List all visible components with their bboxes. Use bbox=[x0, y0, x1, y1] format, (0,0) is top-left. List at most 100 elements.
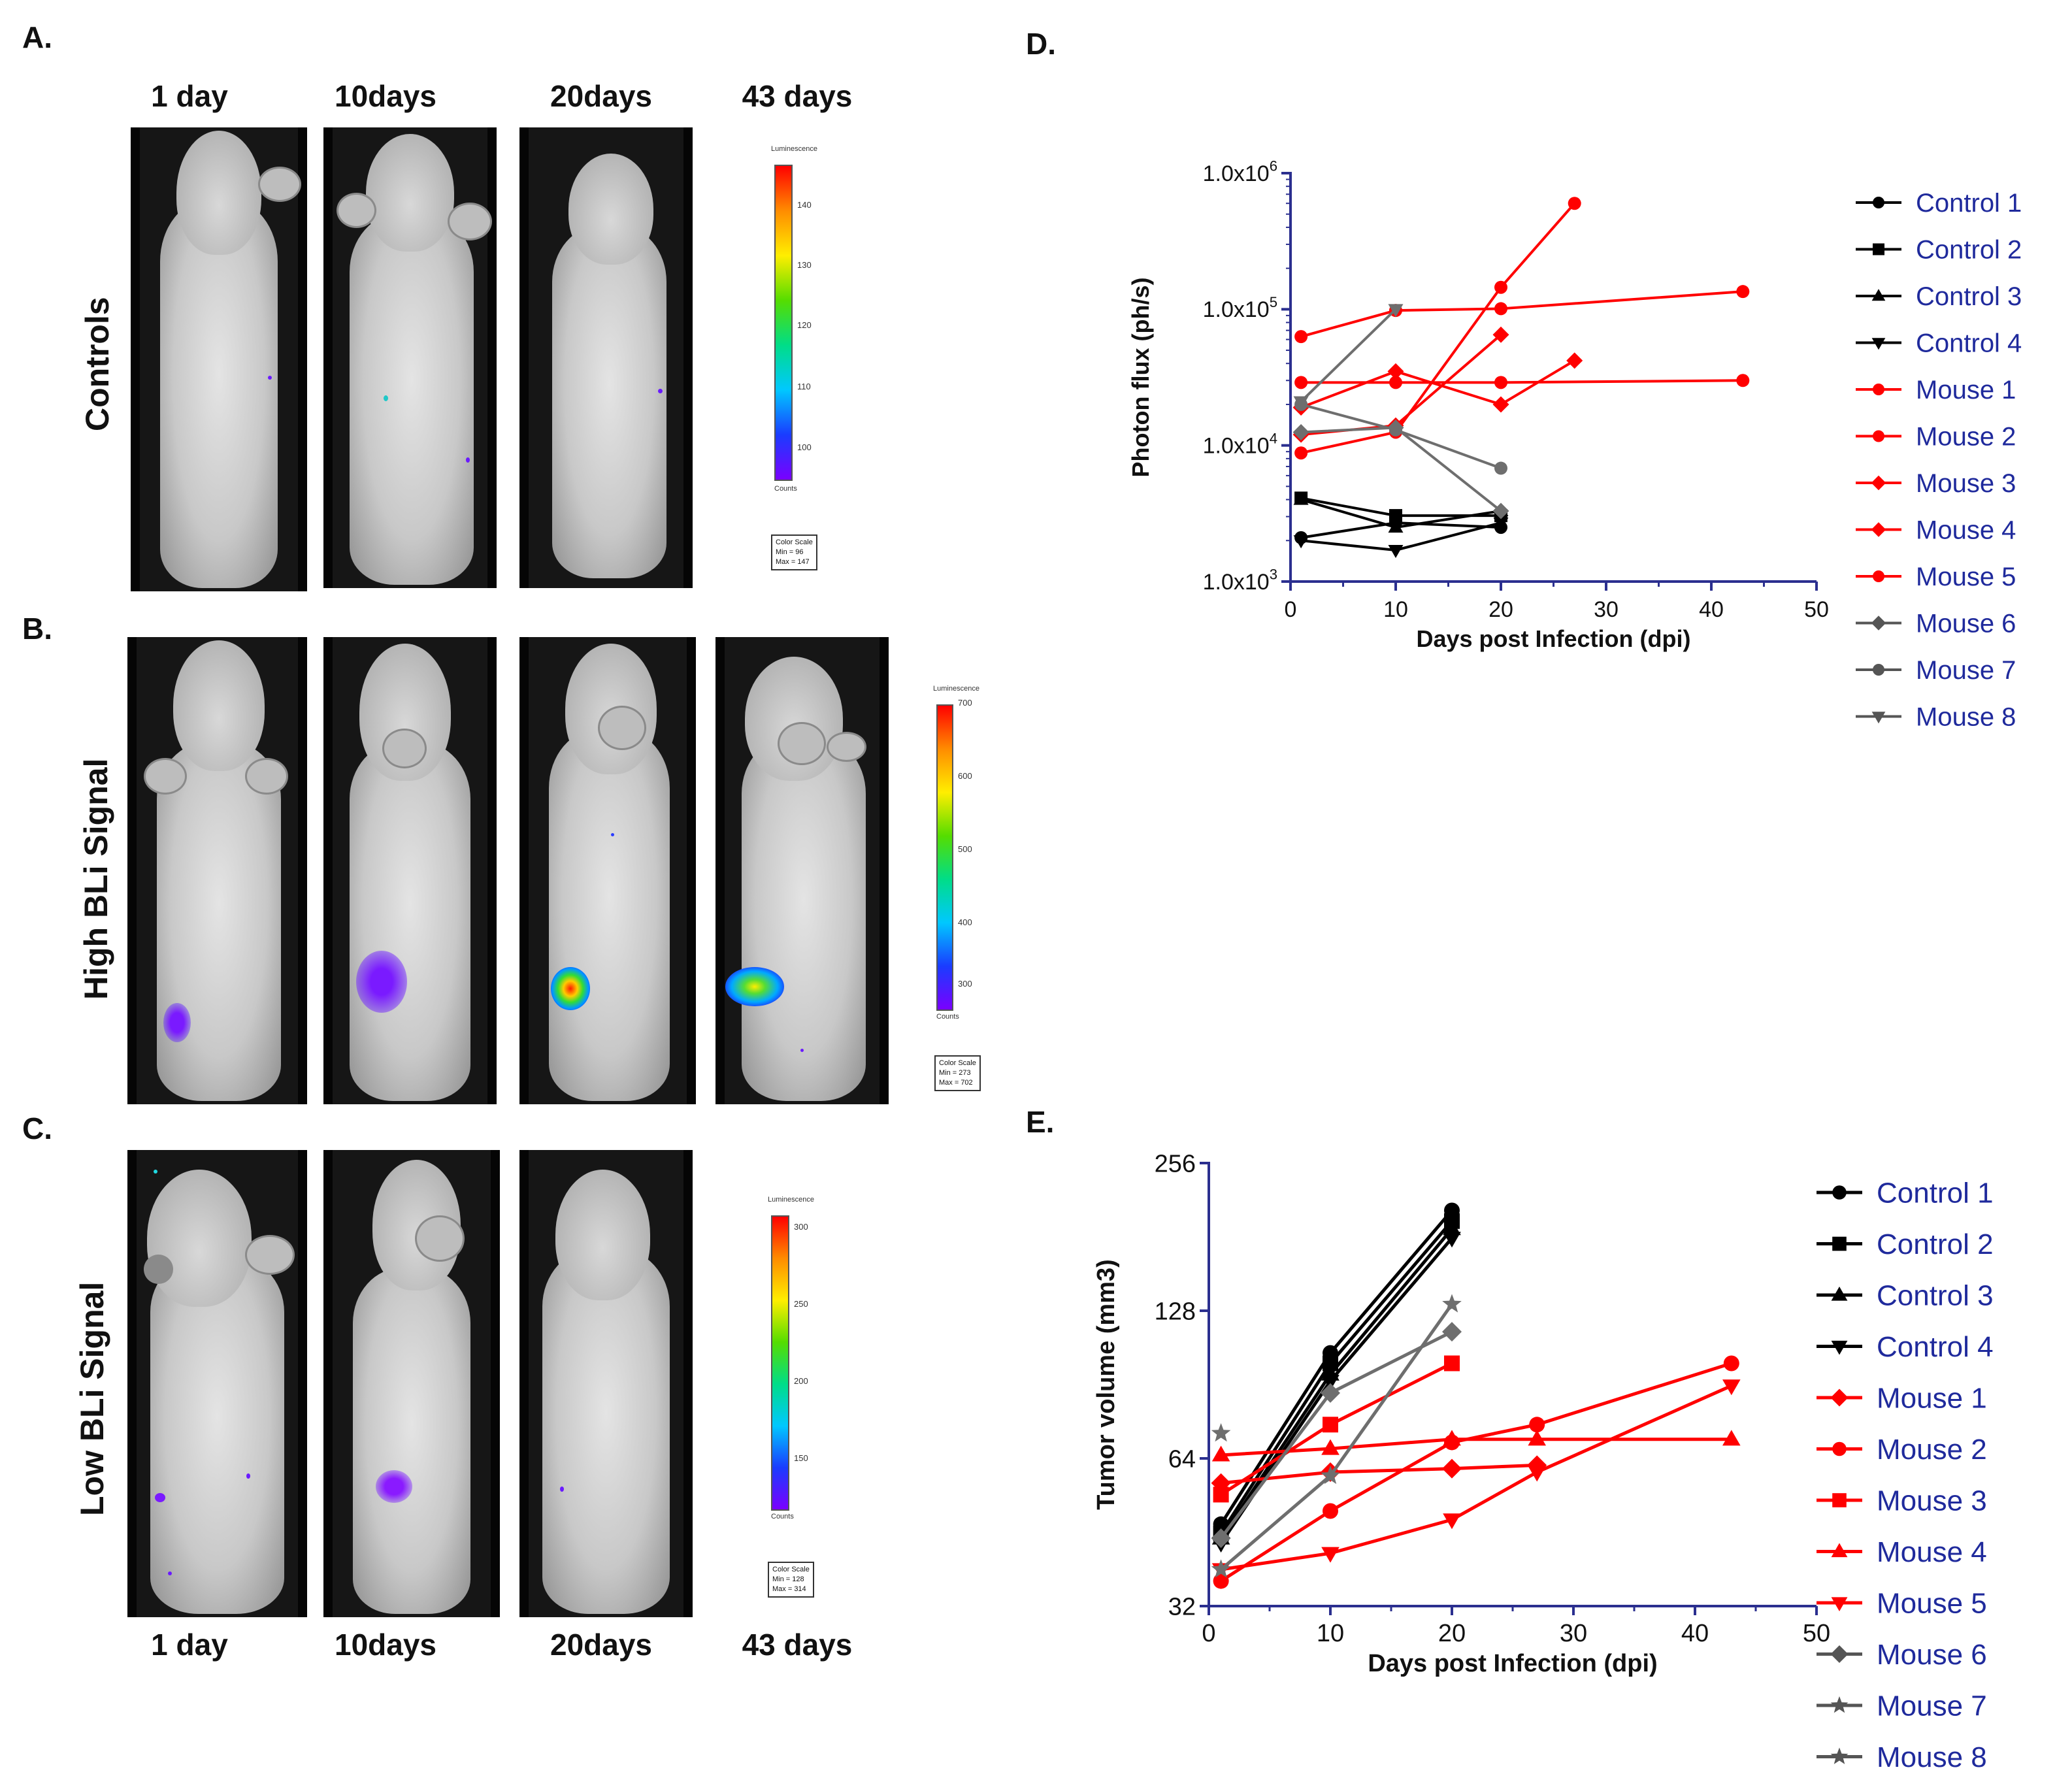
data-point-mouse-3 bbox=[1566, 352, 1583, 369]
colorbar-a-title: Luminescence bbox=[771, 145, 817, 153]
legend-item-control-1: Control 1 bbox=[1856, 189, 2022, 218]
legend-label: Mouse 2 bbox=[1916, 423, 2016, 452]
legend-marker bbox=[1873, 430, 1884, 442]
colorbar-b-tick: 700 bbox=[958, 698, 972, 708]
series-line-mouse-1 bbox=[1221, 1463, 1538, 1485]
series-line-mouse-3 bbox=[1300, 359, 1575, 409]
colorbar-b-units: Counts bbox=[936, 1013, 959, 1021]
data-point-mouse-7 bbox=[1321, 1465, 1340, 1485]
legend-label: Mouse 4 bbox=[1877, 1536, 1987, 1568]
time-label-bottom-20-days: 20days bbox=[550, 1628, 652, 1662]
legend-label: Mouse 3 bbox=[1916, 469, 2016, 498]
x-tick-label: 20 bbox=[1438, 1620, 1466, 1647]
x-tick-label: 10 bbox=[1317, 1620, 1344, 1647]
panel-b-label: B. bbox=[22, 612, 52, 646]
series-mouse-6 bbox=[1211, 1322, 1462, 1549]
legend-label: Mouse 2 bbox=[1877, 1434, 1987, 1466]
legend-label: Mouse 7 bbox=[1877, 1690, 1987, 1722]
x-axis-label: Days post Infection (dpi) bbox=[1368, 1650, 1657, 1677]
data-point-mouse-3 bbox=[1323, 1417, 1338, 1433]
legend-item-mouse-8: Mouse 8 bbox=[1817, 1741, 1987, 1773]
series-mouse-7 bbox=[1211, 1294, 1462, 1578]
legend-label: Mouse 5 bbox=[1877, 1587, 1987, 1619]
data-point-control-4 bbox=[1388, 544, 1404, 558]
row-label-low-bli: Low BLi Signal bbox=[74, 1281, 110, 1516]
data-point-control-4 bbox=[1293, 535, 1309, 549]
data-point-mouse-2 bbox=[1723, 1355, 1739, 1372]
legend-label: Mouse 4 bbox=[1916, 516, 2016, 545]
colorbar-c-units: Counts bbox=[771, 1513, 794, 1520]
data-point-mouse-7 bbox=[1494, 461, 1507, 475]
x-tick-label: 40 bbox=[1699, 597, 1724, 622]
image-high-day-1 bbox=[127, 637, 307, 1104]
panel-a-label: A. bbox=[22, 20, 52, 54]
data-point-mouse-6 bbox=[1492, 502, 1509, 519]
legend-item-mouse-4: Mouse 4 bbox=[1856, 516, 2016, 545]
colorbar-b-tick: 400 bbox=[958, 917, 972, 927]
legend-item-control-2: Control 2 bbox=[1856, 236, 2022, 265]
colorbar-c-tick: 200 bbox=[794, 1376, 808, 1386]
image-control-day-1 bbox=[131, 127, 307, 591]
data-point-mouse-4 bbox=[1492, 326, 1509, 343]
legend-label: Mouse 3 bbox=[1877, 1485, 1987, 1517]
data-point-mouse-6 bbox=[1211, 1528, 1231, 1549]
legend-item-mouse-1: Mouse 1 bbox=[1856, 376, 2016, 404]
colorbar-c-tick: 250 bbox=[794, 1299, 808, 1309]
legend-marker bbox=[1832, 1185, 1847, 1200]
time-label-20-days: 20days bbox=[550, 79, 652, 113]
scale-title: Color Scale bbox=[939, 1059, 976, 1067]
data-point-control-3 bbox=[1293, 491, 1309, 505]
time-label-10-days: 10days bbox=[334, 79, 436, 113]
data-point-mouse-1 bbox=[1494, 376, 1507, 389]
data-point-mouse-7 bbox=[1389, 423, 1402, 436]
legend-label: Control 4 bbox=[1916, 329, 2022, 358]
data-point-mouse-8 bbox=[1211, 1422, 1231, 1442]
data-point-control-4 bbox=[1443, 1232, 1461, 1248]
legend-item-mouse-3: Mouse 3 bbox=[1856, 469, 2016, 498]
data-point-mouse-3 bbox=[1213, 1487, 1229, 1503]
y-tick-label: 32 bbox=[1168, 1593, 1196, 1620]
data-point-control-4 bbox=[1493, 518, 1509, 531]
series-line-mouse-1 bbox=[1301, 379, 1743, 384]
x-tick-label: 0 bbox=[1285, 597, 1297, 622]
legend-item-control-3: Control 3 bbox=[1817, 1279, 1994, 1311]
row-label-controls: Controls bbox=[79, 297, 116, 431]
legend-marker bbox=[1831, 1287, 1848, 1301]
data-point-mouse-8 bbox=[1388, 304, 1404, 318]
legend-marker bbox=[1832, 1236, 1847, 1251]
y-tick-label: 1.0x103 bbox=[1203, 567, 1277, 595]
legend-marker bbox=[1871, 616, 1886, 631]
data-point-mouse-4 bbox=[1722, 1430, 1741, 1446]
x-tick-label: 40 bbox=[1681, 1620, 1709, 1647]
scale-min: Min = 128 bbox=[772, 1575, 804, 1583]
scale-title: Color Scale bbox=[772, 1566, 810, 1573]
time-label-bottom-43-days: 43 days bbox=[742, 1628, 853, 1662]
legend-marker bbox=[1831, 1340, 1848, 1355]
legend-label: Mouse 8 bbox=[1916, 703, 2016, 732]
legend-item-mouse-3: Mouse 3 bbox=[1817, 1485, 1987, 1517]
legend-label: Mouse 1 bbox=[1877, 1382, 1987, 1414]
colorbar-c-scale-box: Color Scale Min = 128 Max = 314 bbox=[768, 1562, 814, 1598]
series-mouse-8 bbox=[1211, 1422, 1231, 1442]
legend-label: Mouse 7 bbox=[1916, 656, 2016, 685]
y-tick-label: 1.0x106 bbox=[1203, 158, 1277, 186]
data-point-mouse-6 bbox=[1321, 1383, 1340, 1403]
y-tick-label: 64 bbox=[1168, 1445, 1196, 1473]
legend-marker bbox=[1831, 1597, 1848, 1611]
legend-label: Control 2 bbox=[1877, 1228, 1994, 1260]
series-mouse-5 bbox=[1211, 1379, 1741, 1579]
legend-label: Control 1 bbox=[1916, 189, 2022, 218]
data-point-mouse-5 bbox=[1321, 1547, 1340, 1563]
data-point-mouse-5 bbox=[1494, 280, 1507, 294]
panel-c-label: C. bbox=[22, 1111, 52, 1145]
legend-marker bbox=[1873, 243, 1884, 255]
legend-marker bbox=[1871, 338, 1886, 350]
colorbar-a-units: Counts bbox=[774, 485, 797, 493]
y-tick-label: 1.0x104 bbox=[1203, 430, 1277, 458]
data-point-mouse-3 bbox=[1492, 396, 1509, 413]
legend-label: Control 3 bbox=[1877, 1279, 1994, 1311]
data-point-mouse-7 bbox=[1211, 1559, 1231, 1578]
data-point-mouse-5 bbox=[1568, 197, 1581, 210]
legend-label: Control 2 bbox=[1916, 236, 2022, 265]
data-point-mouse-1 bbox=[1442, 1458, 1462, 1479]
